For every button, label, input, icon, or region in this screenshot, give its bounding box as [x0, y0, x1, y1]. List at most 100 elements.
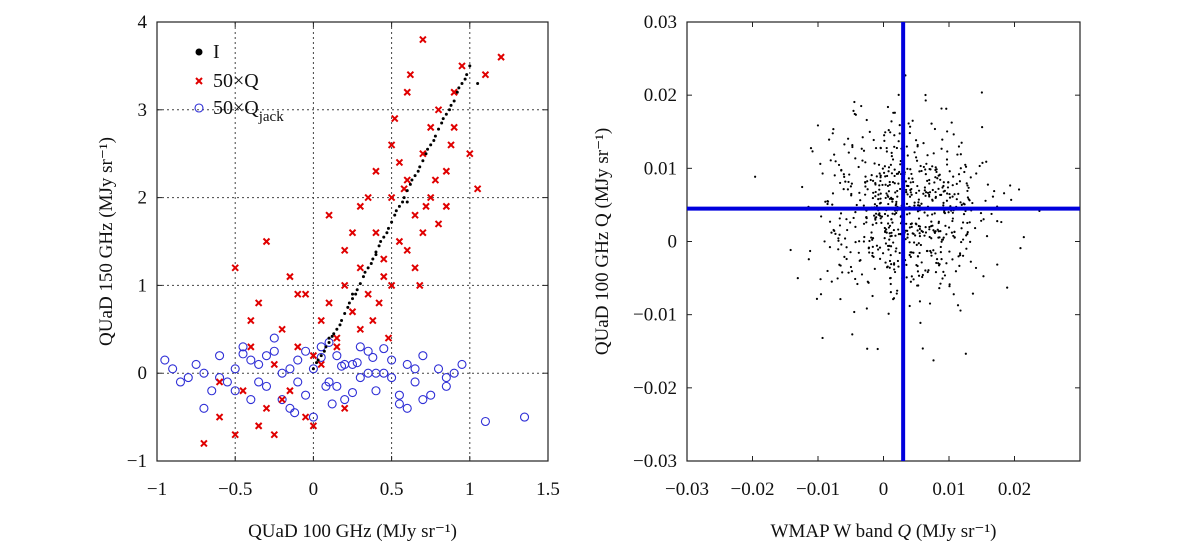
q-point: [885, 150, 888, 153]
q-point: [884, 242, 888, 245]
q-point: [912, 278, 915, 281]
q-jack-point: [246, 394, 256, 405]
q-point: [866, 347, 869, 350]
q-point: [862, 240, 866, 243]
q-point: [871, 196, 874, 200]
q-point: [317, 316, 325, 325]
q-point: [915, 159, 919, 162]
q-point: [898, 132, 901, 135]
legend-label-q: 50×Q: [213, 70, 259, 92]
q-point: [959, 167, 962, 170]
q-point: [951, 217, 954, 220]
q-point: [934, 252, 937, 255]
q-point: [874, 183, 877, 186]
q-point: [325, 299, 333, 307]
q-point: [945, 158, 949, 161]
q-point: [868, 251, 871, 254]
q-point: [931, 213, 934, 216]
i-point: [460, 81, 464, 85]
q-point: [920, 261, 923, 264]
i-point: [424, 152, 428, 156]
q-point: [831, 132, 834, 135]
q-point: [954, 270, 958, 273]
y-tick-label: 0.01: [644, 158, 677, 179]
q-point: [936, 177, 939, 180]
q-point: [908, 195, 912, 198]
i-point: [440, 121, 444, 125]
q-point: [450, 88, 458, 96]
i-point: [324, 345, 328, 349]
q-point: [937, 187, 940, 190]
q-point: [809, 249, 812, 253]
q-point: [964, 352, 967, 355]
q-point: [837, 239, 840, 242]
q-jack-point: [387, 355, 397, 365]
q-point: [888, 238, 891, 241]
q-point: [403, 246, 411, 254]
q-point: [356, 264, 365, 272]
i-point: [358, 282, 362, 286]
q-point: [852, 216, 855, 220]
q-point: [904, 180, 907, 183]
q-point: [473, 185, 482, 193]
q-point: [921, 273, 924, 277]
q-point: [843, 175, 846, 178]
q-point: [916, 270, 920, 273]
q-jack-point: [222, 377, 232, 387]
q-jack-point: [371, 386, 381, 396]
q-point: [957, 173, 961, 176]
q-point: [796, 277, 799, 280]
q-point: [891, 200, 894, 203]
q-point: [889, 291, 892, 294]
q-point: [875, 204, 878, 208]
q-point: [403, 176, 411, 184]
q-point: [947, 181, 950, 184]
q-point: [895, 200, 898, 203]
q-jack-point: [285, 403, 295, 413]
i-point: [457, 86, 461, 90]
q-point: [1006, 286, 1009, 289]
i-point: [311, 367, 315, 371]
q-point: [879, 201, 882, 204]
q-point: [819, 162, 822, 165]
q-point: [832, 127, 835, 131]
q-point: [893, 134, 896, 137]
q-jack-point: [394, 390, 404, 400]
q-point: [980, 91, 983, 94]
q-point: [865, 216, 868, 219]
i-point: [405, 189, 409, 193]
i-point: [379, 240, 383, 243]
q-point: [890, 120, 893, 123]
q-point: [894, 234, 897, 237]
i-point: [316, 358, 320, 362]
q-jack-point: [261, 351, 272, 361]
q-point: [935, 261, 938, 265]
q-point: [434, 220, 443, 228]
q-point: [868, 130, 871, 133]
q-point: [422, 202, 430, 211]
q-point: [966, 189, 969, 193]
q-point: [881, 252, 885, 255]
q-point: [942, 204, 945, 207]
q-point: [885, 228, 888, 231]
q-point: [842, 188, 845, 191]
q-point: [892, 228, 895, 232]
q-jack-point: [316, 342, 326, 352]
q-point: [837, 163, 841, 167]
q-point: [945, 199, 949, 202]
q-point: [816, 124, 820, 127]
q-point: [885, 174, 889, 178]
q-point: [909, 191, 912, 194]
q-point: [908, 241, 911, 244]
q-jack-point: [175, 377, 186, 387]
q-point: [874, 212, 878, 215]
y-tick-label: −0.03: [633, 451, 677, 472]
q-point: [426, 193, 435, 202]
q-point: [416, 281, 424, 290]
q-point: [893, 174, 896, 178]
q-point: [826, 202, 829, 206]
q-point: [906, 236, 909, 239]
q-jack-point: [191, 359, 201, 369]
q-point: [821, 336, 824, 340]
q-point: [442, 202, 451, 211]
